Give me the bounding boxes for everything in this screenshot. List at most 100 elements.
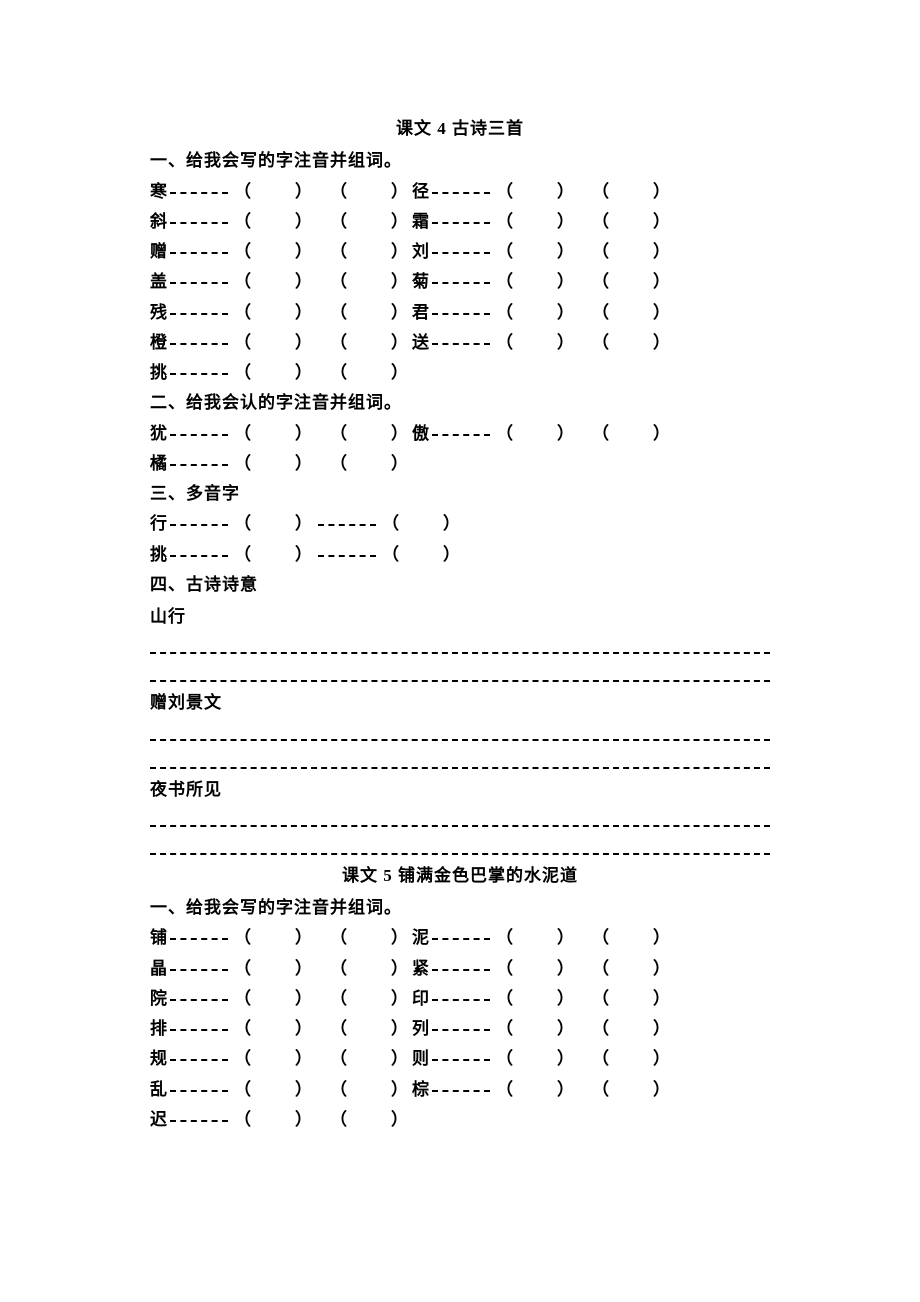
word-blank[interactable]: （） bbox=[234, 363, 312, 382]
word-blank[interactable]: （） bbox=[592, 1080, 670, 1099]
word-blank[interactable]: （） bbox=[496, 272, 574, 291]
word-blank[interactable]: （） bbox=[330, 424, 408, 443]
word-blank[interactable]: （） bbox=[592, 272, 670, 291]
word-blank[interactable]: （） bbox=[496, 989, 574, 1008]
word-blank[interactable]: （） bbox=[234, 928, 312, 947]
pinyin-blank[interactable] bbox=[170, 267, 228, 284]
word-blank[interactable]: （） bbox=[234, 989, 312, 1008]
word-blank[interactable]: （） bbox=[496, 303, 574, 322]
pinyin-blank[interactable] bbox=[318, 509, 376, 526]
word-blank[interactable]: （） bbox=[496, 212, 574, 231]
write-line[interactable] bbox=[150, 747, 770, 769]
word-blank[interactable]: （） bbox=[330, 989, 408, 1008]
word-blank[interactable]: （） bbox=[234, 303, 312, 322]
pinyin-blank[interactable] bbox=[432, 1044, 490, 1061]
pinyin-blank[interactable] bbox=[432, 418, 490, 435]
pinyin-blank[interactable] bbox=[170, 923, 228, 940]
word-blank[interactable]: （） bbox=[234, 1110, 312, 1129]
word-blank[interactable]: （） bbox=[330, 333, 408, 352]
word-blank[interactable]: （） bbox=[234, 545, 312, 564]
word-blank[interactable]: （） bbox=[592, 333, 670, 352]
word-blank[interactable]: （） bbox=[330, 182, 408, 201]
word-blank[interactable]: （） bbox=[234, 333, 312, 352]
word-blank[interactable]: （） bbox=[496, 1019, 574, 1038]
pinyin-blank[interactable] bbox=[432, 923, 490, 940]
write-line[interactable] bbox=[150, 660, 770, 682]
pinyin-blank[interactable] bbox=[170, 983, 228, 1000]
word-blank[interactable]: （） bbox=[592, 212, 670, 231]
word-blank[interactable]: （） bbox=[234, 242, 312, 261]
pinyin-blank[interactable] bbox=[432, 983, 490, 1000]
pinyin-blank[interactable] bbox=[432, 327, 490, 344]
pinyin-blank[interactable] bbox=[170, 1104, 228, 1121]
word-blank[interactable]: （） bbox=[330, 928, 408, 947]
word-blank[interactable]: （） bbox=[496, 928, 574, 947]
pinyin-blank[interactable] bbox=[432, 206, 490, 223]
write-line[interactable] bbox=[150, 632, 770, 654]
write-line[interactable] bbox=[150, 719, 770, 741]
word-blank[interactable]: （） bbox=[592, 1019, 670, 1038]
word-blank[interactable]: （） bbox=[330, 303, 408, 322]
pinyin-blank[interactable] bbox=[170, 297, 228, 314]
word-blank[interactable]: （） bbox=[234, 1080, 312, 1099]
word-blank[interactable]: （） bbox=[330, 272, 408, 291]
word-blank[interactable]: （） bbox=[496, 424, 574, 443]
word-blank[interactable]: （） bbox=[592, 928, 670, 947]
word-blank[interactable]: （） bbox=[382, 545, 460, 564]
pinyin-blank[interactable] bbox=[170, 1074, 228, 1091]
word-blank[interactable]: （） bbox=[330, 212, 408, 231]
word-blank[interactable]: （） bbox=[592, 182, 670, 201]
word-blank[interactable]: （） bbox=[234, 272, 312, 291]
word-blank[interactable]: （） bbox=[496, 959, 574, 978]
word-blank[interactable]: （） bbox=[592, 242, 670, 261]
write-line[interactable] bbox=[150, 805, 770, 827]
word-blank[interactable]: （） bbox=[592, 989, 670, 1008]
word-blank[interactable]: （） bbox=[382, 514, 460, 533]
pinyin-blank[interactable] bbox=[432, 267, 490, 284]
word-blank[interactable]: （） bbox=[234, 514, 312, 533]
word-blank[interactable]: （） bbox=[234, 1049, 312, 1068]
pinyin-blank[interactable] bbox=[432, 1074, 490, 1091]
word-blank[interactable]: （） bbox=[330, 1049, 408, 1068]
pinyin-blank[interactable] bbox=[170, 448, 228, 465]
pinyin-blank[interactable] bbox=[170, 539, 228, 556]
word-blank[interactable]: （） bbox=[330, 242, 408, 261]
write-line[interactable] bbox=[150, 833, 770, 855]
pinyin-blank[interactable] bbox=[170, 176, 228, 193]
word-blank[interactable]: （） bbox=[234, 212, 312, 231]
word-blank[interactable]: （） bbox=[234, 454, 312, 473]
pinyin-blank[interactable] bbox=[170, 327, 228, 344]
pinyin-blank[interactable] bbox=[170, 358, 228, 375]
pinyin-blank[interactable] bbox=[432, 176, 490, 193]
pinyin-blank[interactable] bbox=[432, 237, 490, 254]
pinyin-blank[interactable] bbox=[170, 509, 228, 526]
pinyin-blank[interactable] bbox=[432, 953, 490, 970]
pinyin-blank[interactable] bbox=[170, 206, 228, 223]
word-blank[interactable]: （） bbox=[330, 1019, 408, 1038]
word-blank[interactable]: （） bbox=[592, 1049, 670, 1068]
word-blank[interactable]: （） bbox=[496, 1049, 574, 1068]
pinyin-blank[interactable] bbox=[170, 1014, 228, 1031]
word-blank[interactable]: （） bbox=[234, 1019, 312, 1038]
pinyin-blank[interactable] bbox=[318, 539, 376, 556]
word-blank[interactable]: （） bbox=[592, 424, 670, 443]
word-blank[interactable]: （） bbox=[496, 242, 574, 261]
pinyin-blank[interactable] bbox=[170, 1044, 228, 1061]
pinyin-blank[interactable] bbox=[432, 297, 490, 314]
word-blank[interactable]: （） bbox=[496, 1080, 574, 1099]
pinyin-blank[interactable] bbox=[170, 237, 228, 254]
word-blank[interactable]: （） bbox=[234, 182, 312, 201]
word-blank[interactable]: （） bbox=[234, 959, 312, 978]
pinyin-blank[interactable] bbox=[170, 953, 228, 970]
pinyin-blank[interactable] bbox=[170, 418, 228, 435]
pinyin-blank[interactable] bbox=[432, 1014, 490, 1031]
word-blank[interactable]: （） bbox=[330, 1110, 408, 1129]
word-blank[interactable]: （） bbox=[496, 182, 574, 201]
word-blank[interactable]: （） bbox=[330, 363, 408, 382]
word-blank[interactable]: （） bbox=[234, 424, 312, 443]
word-blank[interactable]: （） bbox=[330, 454, 408, 473]
word-blank[interactable]: （） bbox=[330, 959, 408, 978]
word-blank[interactable]: （） bbox=[592, 959, 670, 978]
word-blank[interactable]: （） bbox=[330, 1080, 408, 1099]
word-blank[interactable]: （） bbox=[496, 333, 574, 352]
